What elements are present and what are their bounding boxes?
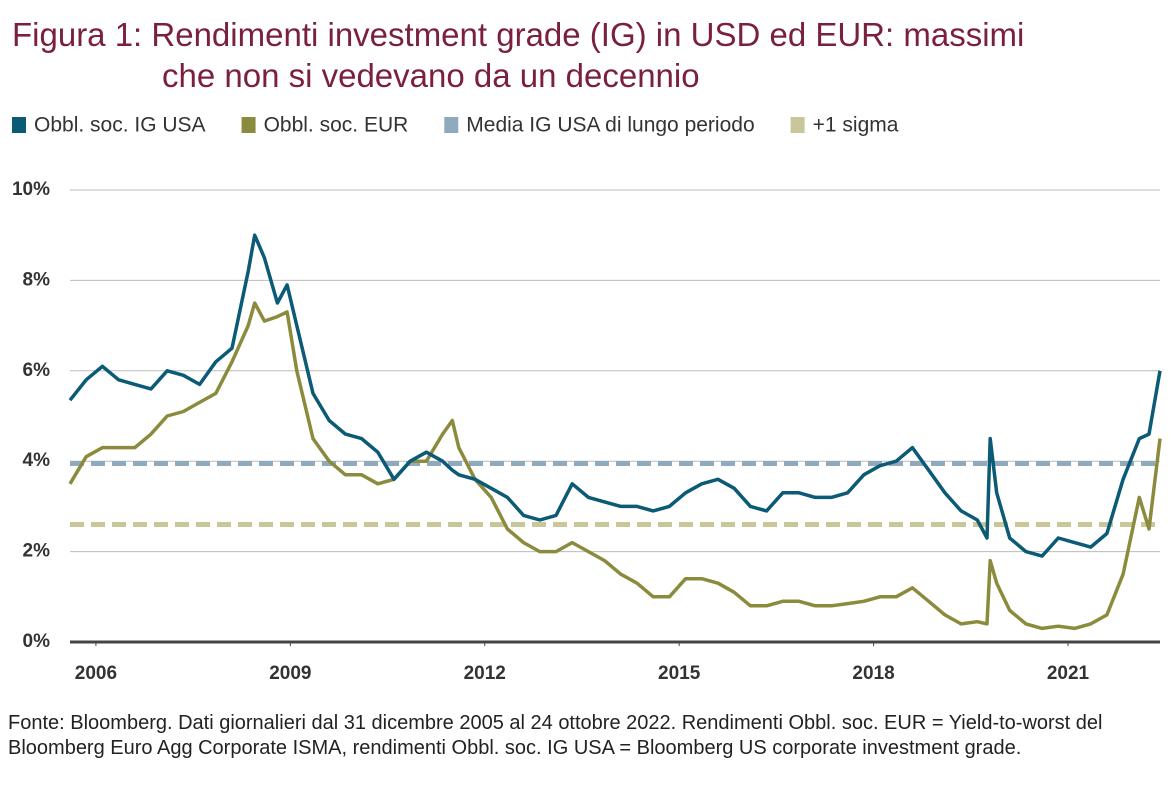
- x-tick-label: 2012: [464, 663, 506, 684]
- x-tick-label: 2015: [658, 663, 701, 684]
- x-tick-label: 2009: [269, 663, 311, 684]
- x-tick-label: 2006: [75, 663, 117, 684]
- y-tick-label: 8%: [23, 269, 51, 290]
- title-line: che non si vedevano da un decennio: [162, 57, 700, 94]
- legend-swatch: [12, 117, 26, 133]
- legend-label: Media IG USA di lungo periodo: [466, 114, 754, 137]
- x-tick-label: 2021: [1047, 663, 1090, 684]
- legend-swatch: [790, 117, 805, 133]
- chart-title: Figura 1: Rendimenti investment grade (I…: [12, 14, 1024, 96]
- chart: Obbl. soc. IG USA Obbl. soc. EUR Media IG …: [12, 114, 1162, 684]
- y-tick-label: 10%: [12, 179, 50, 200]
- y-tick-label: 2%: [23, 541, 51, 562]
- y-tick-label: 6%: [23, 360, 51, 381]
- source-note: Fonte: Bloomberg. Dati giornalieri dal 3…: [8, 712, 1103, 759]
- series-line: [68, 233, 1162, 558]
- title-line: Figura 1: Rendimenti investment grade (I…: [12, 16, 1025, 53]
- legend-swatch: [241, 117, 256, 133]
- legend-swatch: [444, 117, 459, 133]
- legend-label: +1 sigma: [813, 114, 899, 137]
- legend-label: Obbl. soc. IG USA: [34, 114, 206, 137]
- x-tick-label: 2018: [852, 663, 894, 684]
- series-line: [68, 301, 1162, 631]
- y-tick-label: 4%: [23, 450, 51, 471]
- legend-label: Obbl. soc. EUR: [264, 114, 409, 137]
- y-tick-label: 0%: [23, 631, 51, 652]
